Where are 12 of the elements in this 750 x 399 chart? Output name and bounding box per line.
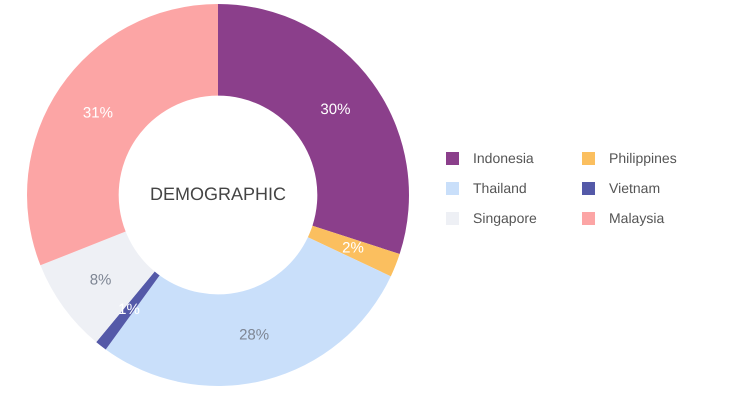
- data-label: 2%: [342, 240, 364, 257]
- data-label: 30%: [320, 100, 350, 118]
- data-label: 31%: [82, 104, 113, 122]
- legend-label: Indonesia: [473, 150, 534, 166]
- legend-label: Malaysia: [609, 210, 664, 226]
- legend-label: Singapore: [473, 210, 537, 226]
- legend-label: Philippines: [609, 150, 677, 166]
- legend-label: Thailand: [473, 180, 527, 196]
- data-label: 8%: [90, 271, 112, 288]
- legend-label: Vietnam: [609, 180, 660, 196]
- text: DEMOGRAPHIC: [150, 184, 286, 204]
- data-label: 28%: [239, 326, 270, 344]
